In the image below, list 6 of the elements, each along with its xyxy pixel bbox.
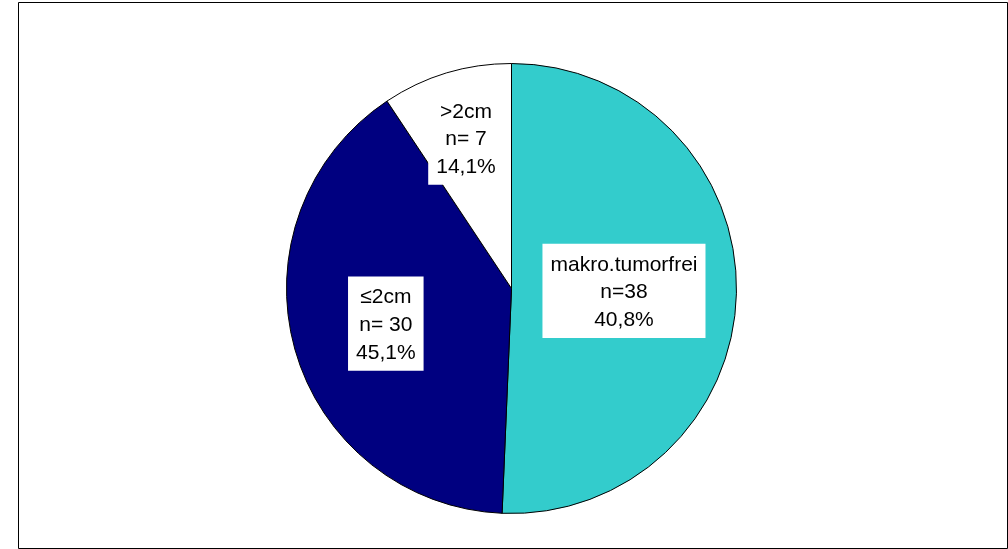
slice-label: makro.tumorfrei	[550, 251, 698, 275]
data-label: n= 30 45,1%	[356, 312, 416, 363]
slice-label: ≤2cm	[360, 284, 412, 308]
data-label: n=38 40,8%	[594, 279, 654, 330]
data-label: n= 7 14,1%	[436, 126, 496, 177]
slice-label: >2cm	[440, 98, 492, 122]
